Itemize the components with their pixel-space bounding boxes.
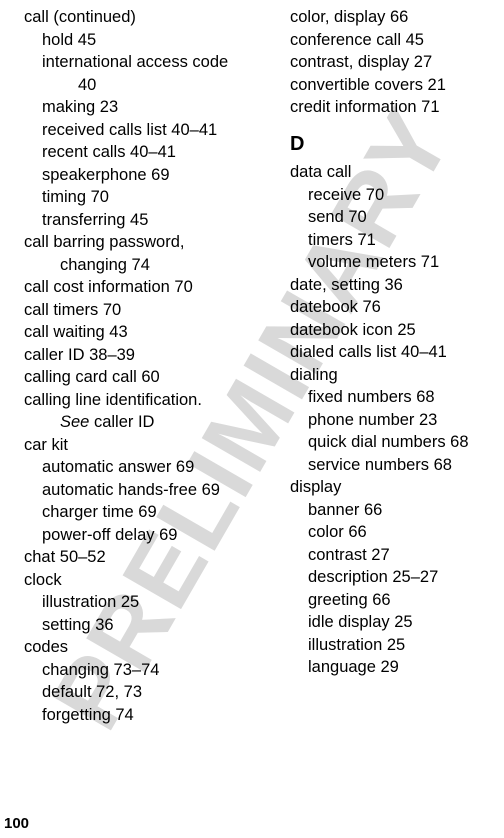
index-entry: calling card call 60: [24, 366, 272, 389]
index-entry: credit information 71: [290, 96, 500, 119]
index-subentry: idle display 25: [290, 611, 500, 634]
index-subentry: contrast 27: [290, 544, 500, 567]
index-subentry: description 25–27: [290, 566, 500, 589]
index-subentry: default 72, 73: [24, 681, 272, 704]
see-ref-target: caller ID: [89, 413, 154, 431]
index-entry: contrast, display 27: [290, 51, 500, 74]
index-subentry: speakerphone 69: [24, 164, 272, 187]
index-subentry: forgetting 74: [24, 704, 272, 727]
index-entry: datebook icon 25: [290, 319, 500, 342]
index-entry: dialed calls list 40–41: [290, 341, 500, 364]
index-subentry: power-off delay 69: [24, 524, 272, 547]
index-subentry: recent calls 40–41: [24, 141, 272, 164]
index-subentry: color 66: [290, 521, 500, 544]
index-subentry: timers 71: [290, 229, 500, 252]
index-subentry: service numbers 68: [290, 454, 500, 477]
index-entry: conference call 45: [290, 29, 500, 52]
index-subentry: phone number 23: [290, 409, 500, 432]
index-subentry: charger time 69: [24, 501, 272, 524]
index-subentry: quick dial numbers 68: [290, 431, 500, 454]
index-runover: 40: [24, 74, 272, 97]
index-subentry: changing 73–74: [24, 659, 272, 682]
index-entry: codes: [24, 636, 272, 659]
index-entry: call cost information 70: [24, 276, 272, 299]
index-runover: See caller ID: [24, 411, 272, 434]
right-column: color, display 66 conference call 45 con…: [290, 6, 500, 726]
index-entry: call (continued): [24, 6, 272, 29]
index-entry: call barring password,: [24, 231, 272, 254]
index-subentry: send 70: [290, 206, 500, 229]
index-entry: caller ID 38–39: [24, 344, 272, 367]
index-subentry: illustration 25: [24, 591, 272, 614]
index-subentry: transferring 45: [24, 209, 272, 232]
index-entry: color, display 66: [290, 6, 500, 29]
index-subentry: banner 66: [290, 499, 500, 522]
index-entry: call timers 70: [24, 299, 272, 322]
index-entry: display: [290, 476, 500, 499]
index-runover: changing 74: [24, 254, 272, 277]
index-subentry: timing 70: [24, 186, 272, 209]
left-column: call (continued) hold 45 international a…: [24, 6, 272, 726]
page-number: 100: [4, 815, 29, 832]
index-entry: data call: [290, 161, 500, 184]
index-subentry: greeting 66: [290, 589, 500, 612]
index-entry: dialing: [290, 364, 500, 387]
index-entry: date, setting 36: [290, 274, 500, 297]
index-entry: datebook 76: [290, 296, 500, 319]
index-subentry: hold 45: [24, 29, 272, 52]
index-subentry: language 29: [290, 656, 500, 679]
index-entry: clock: [24, 569, 272, 592]
index-subentry: volume meters 71: [290, 251, 500, 274]
index-subentry: setting 36: [24, 614, 272, 637]
index-subentry: illustration 25: [290, 634, 500, 657]
index-entry: chat 50–52: [24, 546, 272, 569]
index-entry: calling line identification.: [24, 389, 272, 412]
index-subentry: automatic hands-free 69: [24, 479, 272, 502]
index-entry: call waiting 43: [24, 321, 272, 344]
index-subentry: receive 70: [290, 184, 500, 207]
section-heading-d: D: [290, 133, 500, 156]
index-subentry: making 23: [24, 96, 272, 119]
index-subentry: fixed numbers 68: [290, 386, 500, 409]
index-subentry: received calls list 40–41: [24, 119, 272, 142]
index-subentry: international access code: [24, 51, 272, 74]
index-entry: car kit: [24, 434, 272, 457]
index-entry: convertible covers 21: [290, 74, 500, 97]
index-content: call (continued) hold 45 international a…: [0, 0, 504, 726]
see-ref: See: [60, 413, 89, 431]
index-subentry: automatic answer 69: [24, 456, 272, 479]
